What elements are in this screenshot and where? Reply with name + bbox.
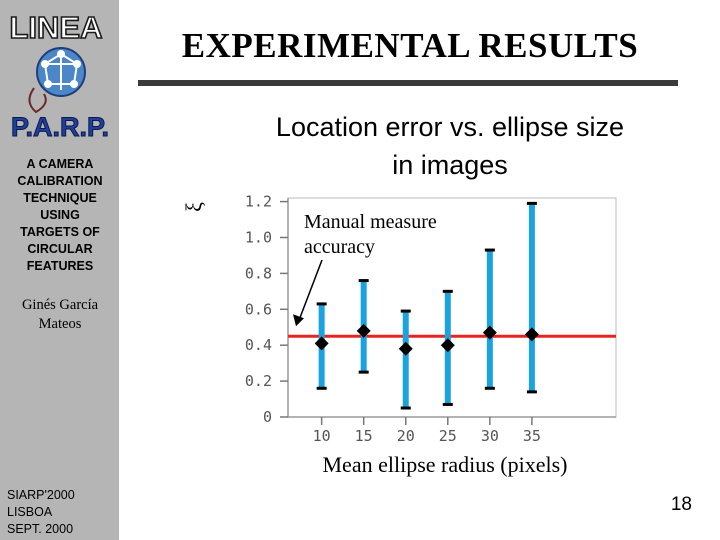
sidebar: LINEA P.A.R.P. A CAMERA CALIBRATION TECH… bbox=[0, 0, 119, 540]
logo-bottom-text: P.A.R.P. bbox=[11, 112, 109, 142]
chart-subtitle: Location error vs. ellipse size in image… bbox=[190, 108, 710, 184]
x-tick-label: 30 bbox=[481, 427, 499, 445]
plot-frame bbox=[287, 197, 617, 418]
conference-line: LISBOA bbox=[7, 505, 53, 519]
network-icon bbox=[28, 47, 86, 114]
talk-title-line: TARGETS OF bbox=[20, 225, 100, 239]
x-tick-label: 20 bbox=[397, 427, 415, 445]
author-line: Mateos bbox=[38, 316, 82, 332]
y-tick-label: 0.8 bbox=[245, 264, 272, 282]
y-tick-label: 0.4 bbox=[245, 336, 272, 354]
x-tick-label: 10 bbox=[313, 427, 331, 445]
talk-title-line: TECHNIQUE bbox=[23, 191, 97, 205]
talk-title-line: A CAMERA bbox=[26, 157, 94, 171]
annotation-text: Manual measure bbox=[304, 211, 437, 233]
mean-marker bbox=[398, 341, 413, 356]
x-axis-label: Mean ellipse radius (pixels) bbox=[323, 452, 568, 477]
conference-line: SIARP'2000 bbox=[7, 488, 75, 502]
talk-title-line: CALIBRATION bbox=[17, 174, 103, 188]
y-tick-label: 1.0 bbox=[245, 228, 272, 246]
mean-marker bbox=[482, 325, 497, 340]
slide-title: EXPERIMENTAL RESULTS bbox=[181, 26, 639, 65]
annotation-arrow-line bbox=[298, 259, 323, 321]
mean-marker bbox=[314, 336, 329, 351]
page-number: 18 bbox=[670, 494, 692, 515]
y-tick-label: 0 bbox=[263, 408, 272, 426]
annotation-text: accuracy bbox=[304, 236, 375, 258]
mean-marker bbox=[524, 327, 539, 342]
conference-line: SEPT. 2000 bbox=[7, 522, 74, 536]
y-tick-label: 0.6 bbox=[245, 300, 272, 318]
conference-info: SIARP'2000 LISBOA SEPT. 2000 bbox=[7, 487, 117, 538]
talk-title-line: USING bbox=[40, 208, 80, 222]
talk-title-line: CIRCULAR bbox=[27, 242, 93, 256]
x-tick-label: 35 bbox=[523, 427, 541, 445]
y-tick-label: 1.2 bbox=[245, 193, 272, 211]
mean-marker bbox=[440, 338, 455, 353]
linea-parp-logo: LINEA P.A.R.P. bbox=[9, 9, 110, 142]
x-tick-label: 25 bbox=[439, 427, 457, 445]
logo-top-text: LINEA bbox=[10, 10, 103, 45]
title-underline-bar bbox=[138, 80, 678, 86]
talk-title: A CAMERA CALIBRATION TECHNIQUE USING TAR… bbox=[4, 156, 116, 275]
subtitle-line: Location error vs. ellipse size bbox=[275, 112, 625, 142]
y-axis-label: ξ bbox=[181, 202, 206, 212]
subtitle-line: in images bbox=[392, 150, 508, 180]
talk-title-line: FEATURES bbox=[26, 259, 94, 273]
mean-marker bbox=[356, 323, 371, 338]
x-tick-label: 15 bbox=[355, 427, 373, 445]
author-name: Ginés García Mateos bbox=[4, 296, 116, 334]
author-line: Ginés García bbox=[21, 297, 99, 313]
annotation-arrow-head bbox=[293, 314, 304, 327]
y-tick-label: 0.2 bbox=[245, 372, 272, 390]
